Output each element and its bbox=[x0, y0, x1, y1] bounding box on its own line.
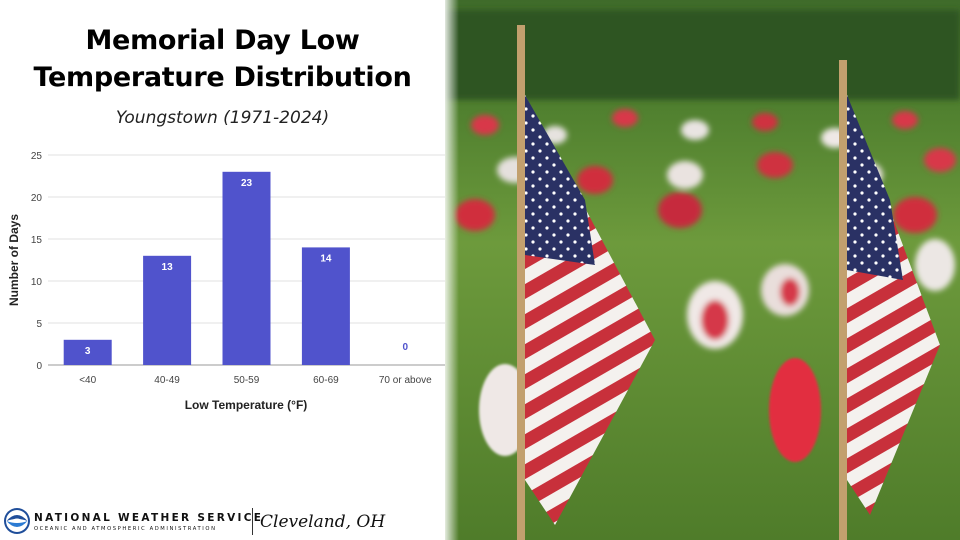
x-tick-label: 50-59 bbox=[234, 375, 260, 386]
footer-divider bbox=[252, 508, 253, 535]
x-axis-label: Low Temperature (°F) bbox=[185, 398, 308, 412]
y-tick-label: 20 bbox=[31, 193, 43, 204]
left-panel: Memorial Day Low Temperature Distributio… bbox=[0, 0, 445, 540]
x-tick-label: 70 or above bbox=[379, 375, 432, 386]
bar bbox=[301, 247, 350, 365]
y-tick-label: 25 bbox=[31, 151, 43, 162]
page-title: Memorial Day Low Temperature Distributio… bbox=[33, 25, 412, 93]
office-name: Cleveland, OH bbox=[260, 512, 386, 532]
bar-value-label: 13 bbox=[162, 262, 174, 273]
agency-name: NATIONAL WEATHER SERVICE bbox=[34, 512, 264, 524]
bars bbox=[63, 171, 350, 365]
page-subtitle: Youngstown (1971-2024) bbox=[115, 108, 330, 128]
bar bbox=[143, 255, 192, 365]
y-tick-label: 5 bbox=[36, 319, 42, 330]
bar bbox=[63, 339, 112, 365]
flag-left bbox=[517, 25, 655, 540]
y-tick-labels: 0 5 10 15 20 25 bbox=[31, 151, 43, 372]
bar-chart: 0 5 10 15 20 25 3 13 23 14 0 <40 40-49 50-59 60-69 70… bbox=[7, 151, 445, 412]
memorial-flags-photo bbox=[445, 0, 960, 540]
x-tick-labels: <40 40-49 50-59 60-69 70 or above bbox=[79, 375, 432, 386]
x-tick-label: 40-49 bbox=[154, 375, 180, 386]
x-tick-label: 60-69 bbox=[313, 375, 339, 386]
bar-value-labels: 3 13 23 14 0 bbox=[85, 178, 409, 357]
x-tick-label: <40 bbox=[79, 375, 96, 386]
bar-value-label: 14 bbox=[320, 253, 332, 264]
y-tick-label: 15 bbox=[31, 235, 43, 246]
y-axis-label: Number of Days bbox=[7, 214, 21, 306]
noaa-logo-icon bbox=[4, 508, 30, 534]
y-tick-label: 10 bbox=[31, 277, 43, 288]
flag-right bbox=[839, 60, 940, 540]
bar-value-label: 3 bbox=[85, 346, 91, 357]
bar-value-label: 23 bbox=[241, 178, 253, 189]
agency-subtitle: OCEANIC AND ATMOSPHERIC ADMINISTRATION bbox=[34, 526, 217, 532]
bar-value-label: 0 bbox=[403, 342, 409, 353]
footer: NATIONAL WEATHER SERVICE OCEANIC AND ATM… bbox=[0, 505, 445, 540]
y-tick-label: 0 bbox=[36, 361, 42, 372]
bar bbox=[222, 171, 271, 365]
